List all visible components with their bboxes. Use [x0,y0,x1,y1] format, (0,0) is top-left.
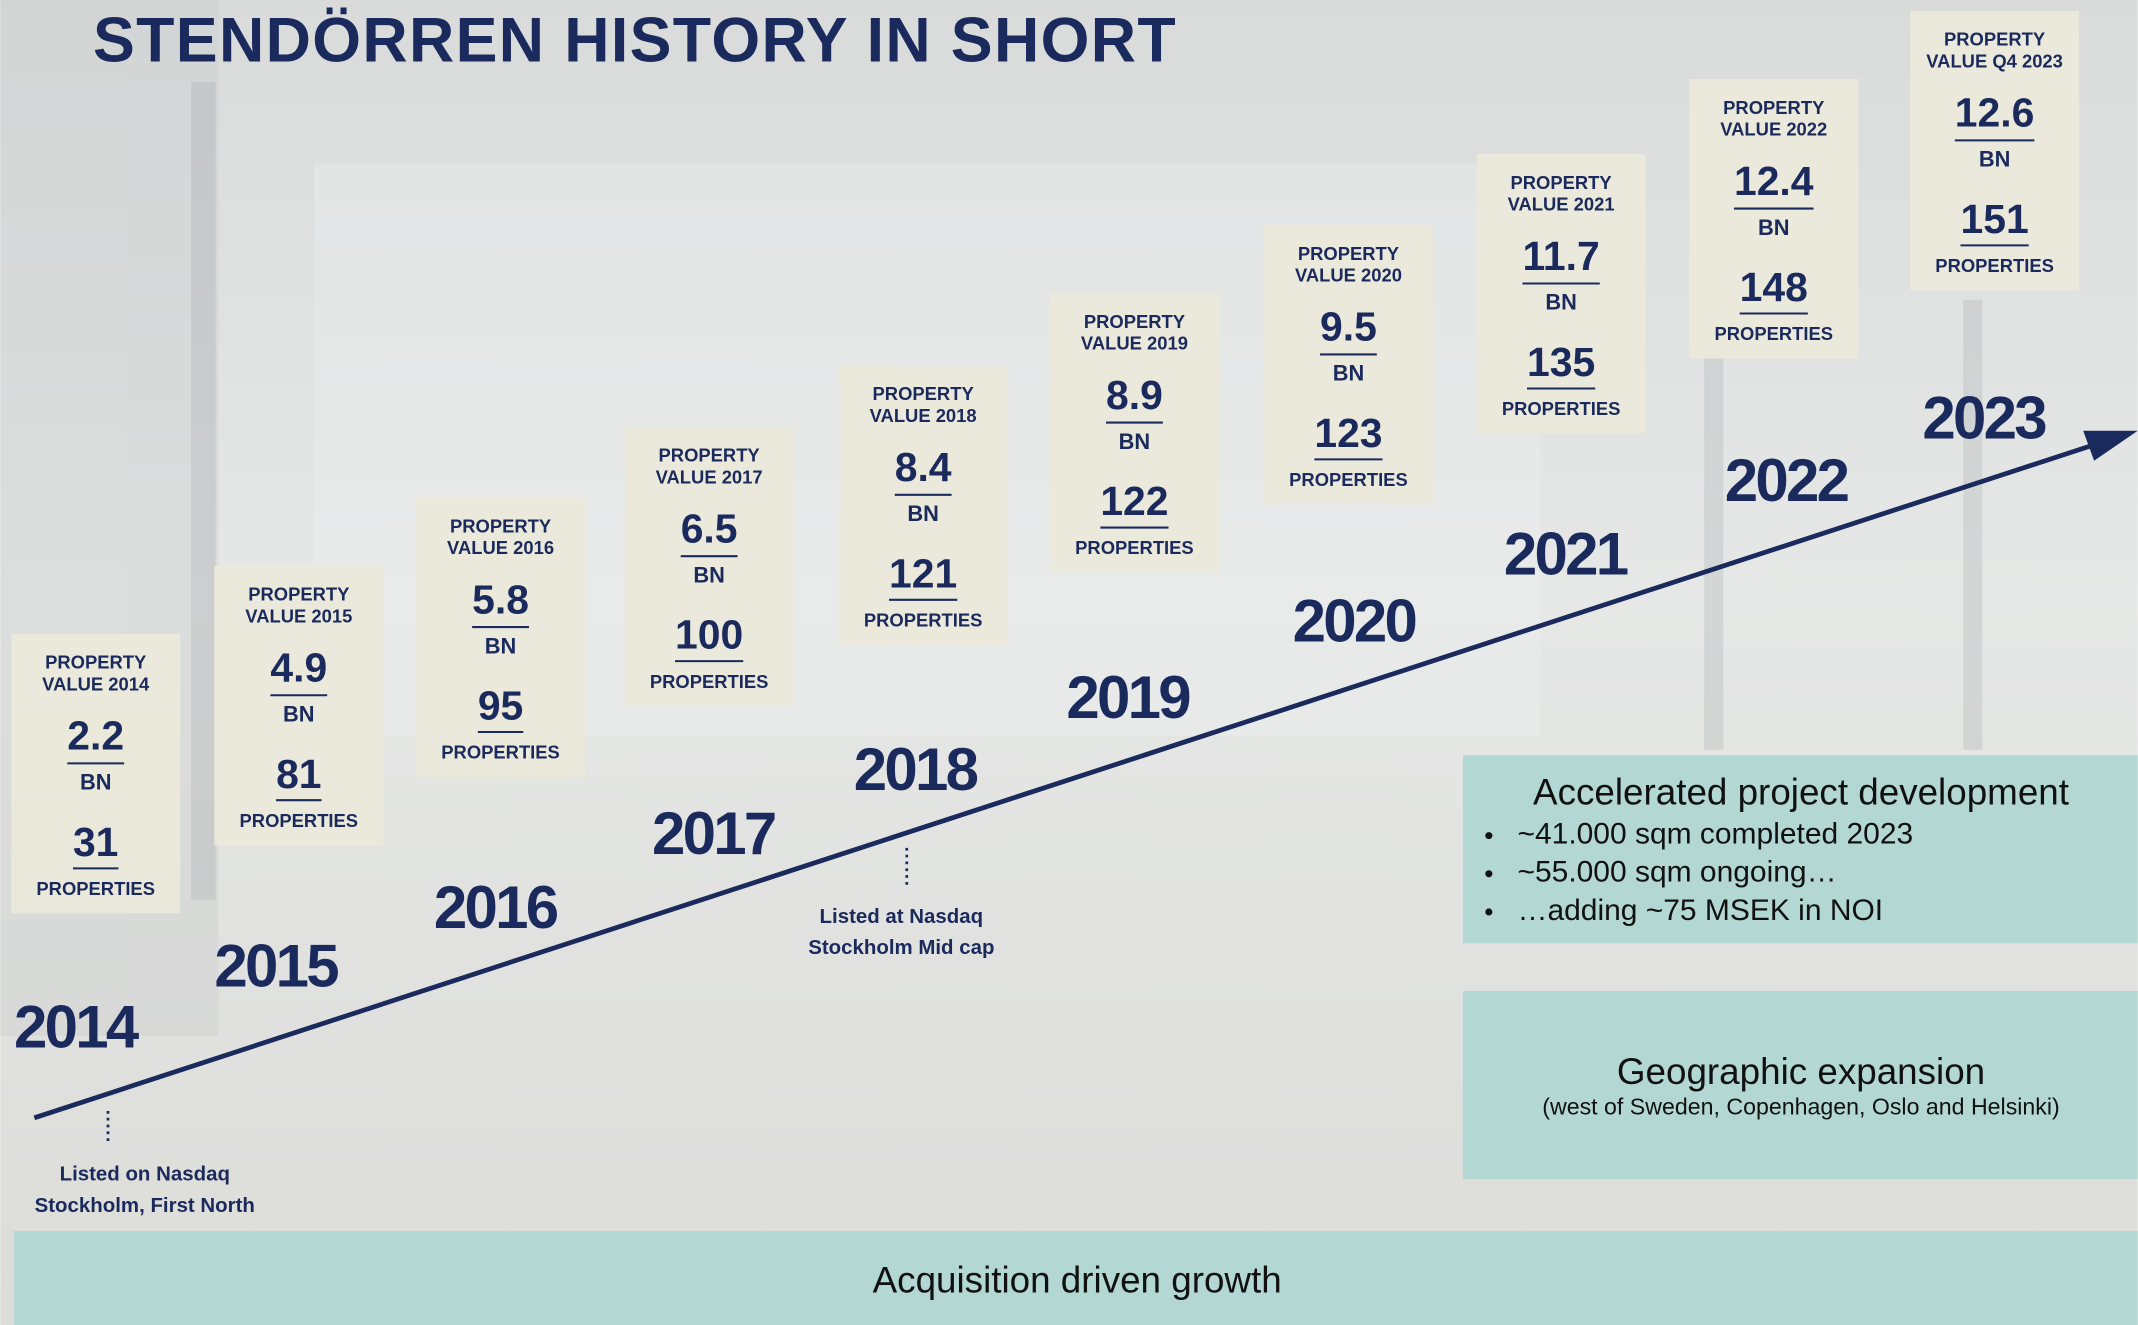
value-unit: BN [907,501,938,526]
property-label: PROPERTIES [1935,255,2054,276]
property-value: 5.8 [472,576,529,622]
value-label: PROPERTY [1511,172,1612,193]
value-label: VALUE 2015 [245,605,352,626]
panel-heading: Geographic expansion [1617,1051,1985,1092]
property-count: 123 [1314,410,1382,456]
annotation: Listed on Nasdaq [60,1162,230,1185]
bullet-text: …adding ~75 MSEK in NOI [1517,894,1883,927]
year-label: 2016 [434,874,558,941]
year-label: 2014 [14,994,140,1061]
property-value: 9.5 [1320,304,1377,350]
value-unit: BN [1979,147,2010,172]
property-value: 11.7 [1522,233,1599,279]
value-label: PROPERTY [659,445,760,466]
annotation: Listed at Nasdaq [820,905,984,928]
value-unit: BN [485,633,516,658]
annotation: Stockholm Mid cap [808,936,994,959]
property-count: 122 [1100,478,1168,524]
year-label: 2021 [1504,521,1628,588]
bullet-dot [1485,832,1492,839]
year-label: 2017 [652,800,775,867]
bullet-text: ~41.000 sqm completed 2023 [1517,818,1913,851]
value-unit: BN [283,701,314,726]
value-label: PROPERTY [1084,311,1185,332]
bullet-dot [1485,870,1492,877]
value-unit: BN [1758,215,1789,240]
property-count: 81 [276,751,321,797]
property-count: 121 [889,550,957,596]
value-label: PROPERTY [1723,97,1824,118]
property-count: 100 [675,612,743,658]
annotation: Stockholm, First North [35,1194,255,1217]
property-label: PROPERTIES [1075,537,1194,558]
value-unit: BN [693,562,724,587]
property-label: PROPERTIES [1714,323,1833,344]
property-count: 148 [1740,264,1808,310]
property-label: PROPERTIES [441,742,560,763]
property-value: 6.5 [681,505,738,551]
value-label: PROPERTY [1944,29,2045,50]
property-label: PROPERTIES [1289,469,1408,490]
year-label: 2020 [1293,588,1416,655]
value-label: PROPERTY [248,584,349,605]
property-count: 135 [1527,339,1595,385]
panel-heading: Accelerated project development [1533,771,2069,812]
year-label: 2019 [1066,664,1190,731]
value-label: PROPERTY [873,383,974,404]
property-count: 31 [73,819,118,865]
property-value: 8.9 [1106,372,1163,418]
property-label: PROPERTIES [36,878,155,899]
year-label: 2023 [1922,384,2046,451]
value-label: VALUE 2020 [1295,265,1402,286]
property-count: 95 [478,683,523,729]
year-label: 2018 [854,736,978,803]
value-label: VALUE 2016 [447,537,554,558]
property-value: 4.9 [270,644,327,690]
value-unit: BN [80,770,111,795]
bullet-text: ~55.000 sqm ongoing… [1517,856,1836,889]
property-label: PROPERTIES [240,810,359,831]
value-label: PROPERTY [1298,243,1399,264]
property-label: PROPERTIES [650,671,769,692]
property-value: 8.4 [895,444,952,490]
year-label: 2022 [1725,447,1848,514]
bullet-dot [1485,908,1492,915]
value-label: VALUE 2018 [870,405,977,426]
value-label: PROPERTY [45,652,146,673]
value-label: VALUE 2021 [1508,194,1615,215]
value-unit: BN [1545,290,1576,315]
value-label: VALUE 2014 [42,674,150,695]
value-unit: BN [1119,429,1150,454]
slide: STENDÖRREN HISTORY IN SHORT Listed on Na… [0,0,2138,1325]
property-count: 151 [1960,196,2028,242]
value-label: VALUE 2017 [656,466,763,487]
property-label: PROPERTIES [864,609,983,630]
property-value: 2.2 [67,713,124,759]
page: {"title":"STENDÖRREN HISTORY IN SHORT", … [0,0,2138,1325]
value-label: PROPERTY [450,515,551,536]
value-label: VALUE Q4 2023 [1926,51,2063,72]
property-value: 12.4 [1734,158,1814,204]
value-label: VALUE 2019 [1081,333,1188,354]
panel-subtext: (west of Sweden, Copenhagen, Oslo and He… [1542,1093,2059,1119]
value-unit: BN [1333,361,1364,386]
bottom-text: Acquisition driven growth [873,1259,1282,1300]
property-label: PROPERTIES [1502,398,1621,419]
title: STENDÖRREN HISTORY IN SHORT [93,6,1177,76]
year-label: 2015 [214,932,338,999]
property-value: 12.6 [1955,90,2035,136]
value-label: VALUE 2022 [1720,119,1827,140]
